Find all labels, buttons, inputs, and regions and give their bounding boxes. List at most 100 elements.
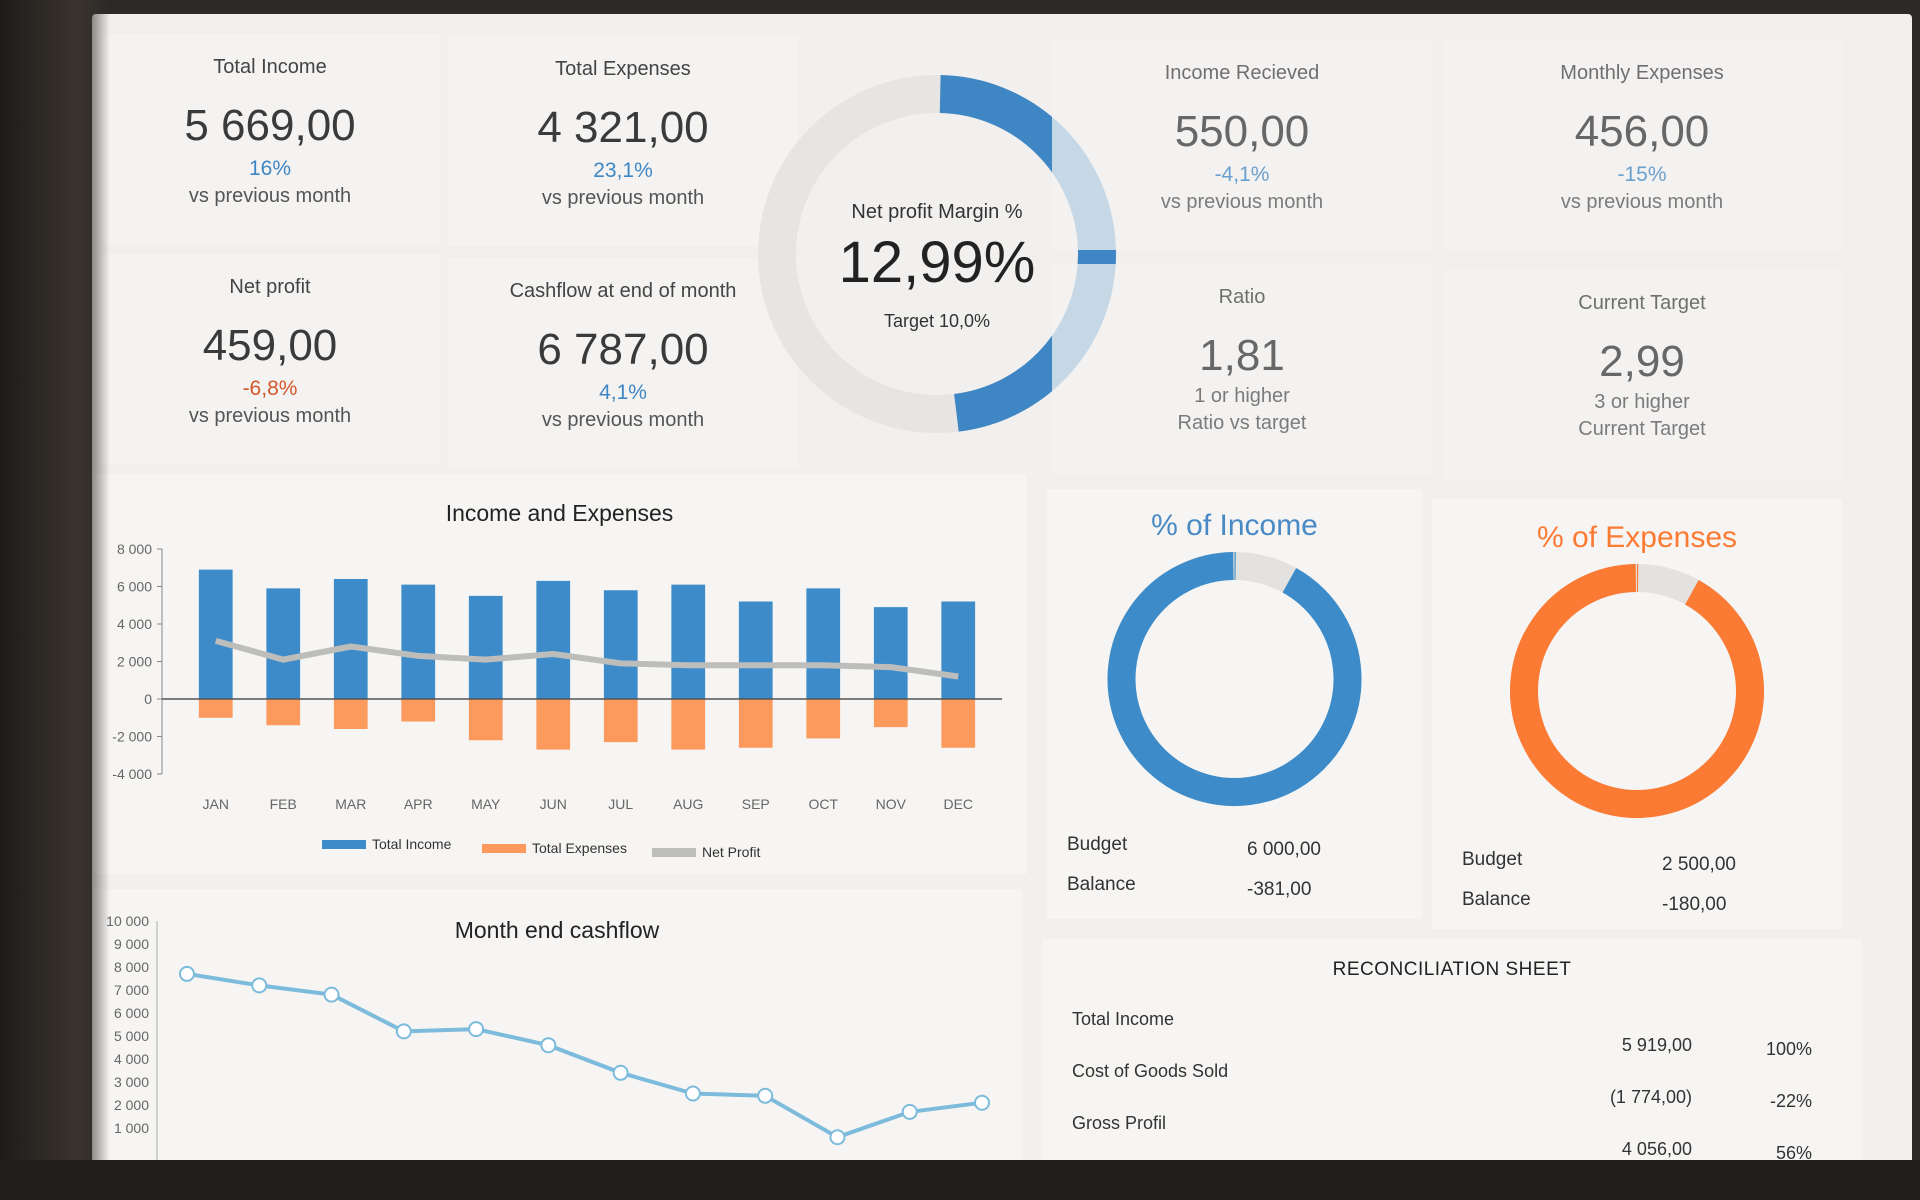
kpi-sub: vs previous month — [188, 405, 352, 427]
x-tick-label: FEB — [270, 796, 297, 812]
balance-label: Balance — [1462, 889, 1531, 910]
bar-total-income — [671, 584, 706, 699]
bar-total-expenses — [401, 699, 436, 722]
income-expenses-chart: Income and Expenses 8 000 6 000 4 000 2 000… — [92, 474, 1027, 874]
balance-value: -180,00 — [1662, 894, 1727, 915]
kpi-current-target: Current Target 2,99 3 or higher Current … — [1442, 270, 1842, 480]
reconciliation-title: RECONCILIATION SHEET — [1332, 959, 1572, 980]
reconciliation-row-value: (1 774,00) — [1609, 1087, 1692, 1107]
y-tick-label: 10 000 — [106, 913, 149, 929]
income-donut — [1107, 551, 1362, 806]
y-tick-label: 3 000 — [114, 1074, 149, 1090]
kpi-change: 23,1% — [593, 159, 653, 182]
x-tick-label: NOV — [876, 796, 907, 812]
y-tick-label: -4 000 — [112, 766, 152, 782]
expenses-donut — [1510, 563, 1764, 818]
kpi-title: Total Expenses — [555, 58, 691, 80]
kpi-monthly-expenses: Monthly Expenses 456,00 -15% vs previous… — [1442, 40, 1842, 250]
donut-title: % of Expenses — [1536, 521, 1738, 554]
kpi-title: Cashflow at end of month — [509, 280, 737, 302]
donut-arc — [1510, 564, 1764, 818]
bar-total-income — [806, 588, 841, 699]
kpi-value: 4 321,00 — [537, 103, 709, 152]
kpi-change: 4,1% — [599, 381, 647, 404]
x-tick-label: DEC — [943, 796, 973, 812]
reconciliation-row-pct: -22% — [1769, 1091, 1812, 1111]
cashflow-line — [186, 971, 983, 1140]
gauge-target: Target 10,0% — [883, 311, 991, 331]
y-tick-label: 0 — [144, 691, 152, 707]
legend-swatch — [652, 847, 696, 857]
bar-total-expenses — [333, 699, 368, 729]
kpi-total-expenses: Total Expenses 4 321,00 23,1% vs previou… — [448, 36, 798, 246]
cashflow-point — [179, 965, 195, 982]
kpi-line2: Ratio vs target — [1177, 412, 1307, 434]
kpi-value: 459,00 — [202, 321, 338, 370]
reconciliation-row-value: 5 919,00 — [1621, 1035, 1692, 1055]
kpi-title: Monthly Expenses — [1560, 62, 1724, 84]
dashboard-screen: Total Income 5 669,00 16% vs previous mo… — [92, 14, 1912, 1164]
legend-swatch — [482, 843, 526, 853]
legend-swatch — [322, 839, 366, 849]
kpi-line2: Current Target — [1578, 418, 1706, 440]
y-tick-label: 4 000 — [117, 616, 152, 632]
kpi-line1: 3 or higher — [1594, 391, 1690, 413]
bar-total-expenses — [873, 699, 908, 728]
bar-total-expenses — [941, 699, 976, 748]
cashflow-point — [468, 1021, 485, 1038]
bar-total-income — [738, 601, 773, 699]
kpi-sub: vs previous month — [541, 187, 705, 209]
x-tick-label: APR — [404, 796, 433, 812]
bar-total-income — [941, 601, 976, 699]
kpi-value: 1,81 — [1199, 331, 1285, 380]
x-tick-label: MAR — [335, 796, 366, 812]
kpi-line1: 1 or higher — [1194, 385, 1290, 407]
budget-label: Budget — [1067, 834, 1128, 855]
kpi-net-profit: Net profit 459,00 -6,8% vs previous mont… — [100, 254, 440, 464]
cashflow-point — [251, 977, 268, 994]
y-tick-label: 1 000 — [114, 1120, 149, 1136]
gauge-title: Net profit Margin % — [851, 201, 1023, 223]
y-tick-label: 6 000 — [114, 1005, 149, 1021]
x-tick-label: AUG — [673, 796, 703, 812]
reconciliation-row-label: Gross Profil — [1072, 1113, 1167, 1133]
kpi-value: 5 669,00 — [184, 101, 356, 150]
bar-total-income — [603, 590, 638, 699]
donut-title: % of Income — [1151, 509, 1318, 542]
bar-total-expenses — [536, 699, 571, 750]
y-tick-label: 8 000 — [114, 959, 149, 975]
kpi-title: Total Income — [213, 56, 327, 78]
bar-chart-plot: 8 000 6 000 4 000 2 000 0 -2 000 -4 000 JAN FEB M… — [112, 541, 1002, 812]
x-tick-label: JAN — [203, 796, 229, 812]
net-profit-line — [214, 637, 959, 680]
cashflow-point — [540, 1037, 557, 1054]
chart-title: Income and Expenses — [445, 500, 674, 526]
reconciliation-sheet: RECONCILIATION SHEET Total Income 5 919,… — [1042, 939, 1862, 1164]
x-tick-label: SEP — [742, 796, 770, 812]
donut-arc — [1107, 552, 1362, 806]
income-donut-panel: % of Income Budget 6 000,00 Balance -381… — [1047, 489, 1422, 919]
x-tick-label: JUN — [540, 796, 567, 812]
kpi-ratio: Ratio 1,81 1 or higher Ratio vs target — [1052, 264, 1432, 474]
bar-total-income — [873, 607, 908, 699]
cashflow-point — [901, 1103, 918, 1120]
kpi-sub: vs previous month — [188, 185, 352, 207]
bar-total-income — [266, 588, 301, 699]
cashflow-point — [684, 1085, 701, 1102]
reconciliation-row-value: 4 056,00 — [1621, 1139, 1692, 1159]
budget-value: 6 000,00 — [1247, 839, 1321, 860]
bar-total-income — [536, 580, 571, 699]
y-tick-label: -2 000 — [112, 729, 152, 745]
kpi-sub: vs previous month — [1560, 191, 1724, 213]
budget-value: 2 500,00 — [1662, 854, 1736, 875]
legend-label: Net Profit — [702, 844, 761, 860]
kpi-income-received: Income Recieved 550,00 -4,1% vs previous… — [1052, 40, 1432, 250]
bar-total-expenses — [738, 699, 773, 748]
bar-total-income — [198, 569, 233, 699]
y-tick-label: 2 000 — [114, 1097, 149, 1113]
reconciliation-row-label: Total Income — [1072, 1009, 1175, 1029]
budget-label: Budget — [1462, 849, 1523, 870]
cashflow-point — [612, 1064, 629, 1081]
kpi-change: 16% — [248, 157, 292, 180]
kpi-change: -15% — [1617, 163, 1667, 186]
